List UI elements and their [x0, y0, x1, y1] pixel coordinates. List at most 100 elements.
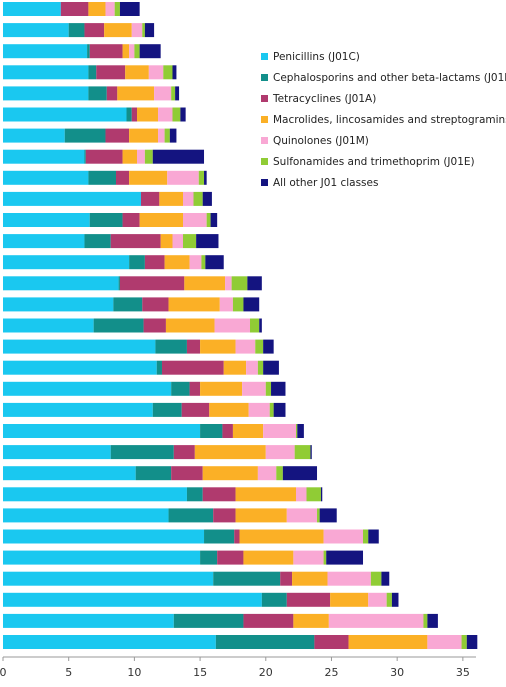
bar-segment-row-29-series-3	[286, 592, 331, 607]
bar-segment-row-5-series-5	[154, 86, 172, 101]
bar-segment-row-9-series-6	[198, 170, 205, 185]
bar-segment-row-25-series-6	[317, 508, 320, 523]
bar-segment-row-6-series-7	[180, 107, 186, 122]
bar-segment-row-17-series-3	[186, 339, 201, 354]
bar-segment-row-13-series-3	[144, 255, 165, 270]
bar-segment-row-16-series-3	[143, 318, 166, 333]
bar-segment-row-12-series-2	[84, 234, 111, 249]
bar-segment-row-11-series-2	[89, 213, 123, 227]
legend-label: Cephalosporins and other beta-lactams (J…	[273, 72, 506, 84]
bar-segment-row-15-series-2	[113, 297, 143, 312]
bar-segment-row-14-series-7	[247, 276, 262, 291]
bar-segment-row-22-series-1	[3, 445, 111, 460]
bar-segment-row-26-series-6	[363, 529, 369, 544]
bar-segment-row-14-series-4	[184, 276, 226, 291]
bar-segment-row-16-series-1	[3, 318, 94, 333]
bar-segment-row-24-series-7	[320, 487, 323, 502]
bar-segment-row-22-series-3	[173, 445, 195, 460]
bar-segment-row-28-series-6	[370, 571, 382, 586]
bar-segment-row-8-series-1	[3, 149, 85, 164]
bar-segment-row-21-series-5	[263, 424, 296, 438]
bar-segment-row-24-series-2	[186, 487, 203, 502]
bar-segment-row-20-series-5	[248, 402, 270, 417]
bar-segment-row-22-series-5	[265, 445, 295, 460]
bar-segment-row-21-series-2	[200, 424, 223, 438]
bar-segment-row-27-series-4	[243, 550, 294, 565]
x-tick-label: 0	[0, 666, 7, 679]
bar-segment-row-27-series-3	[217, 550, 244, 565]
bar-segment-row-8-series-5	[137, 149, 145, 164]
bar-segment-row-21-series-1	[3, 424, 201, 438]
bar-segment-row-25-series-5	[286, 508, 318, 523]
bar-segment-row-25-series-7	[319, 508, 337, 523]
bar-segment-row-17-series-5	[235, 339, 256, 354]
bar-segment-row-28-series-7	[381, 571, 390, 586]
bar-segment-row-19-series-3	[189, 381, 201, 396]
bar-segment-row-18-series-3	[161, 360, 224, 375]
bar-segment-row-20-series-3	[181, 402, 210, 417]
bar-segment-row-18-series-4	[223, 360, 247, 375]
bar-segment-row-8-series-2	[84, 149, 86, 164]
bar-segment-row-22-series-2	[110, 445, 174, 460]
bar-segment-row-15-series-4	[168, 297, 220, 312]
legend-swatch	[261, 116, 268, 123]
bar-segment-row-7-series-7	[169, 128, 177, 143]
bar-segment-row-29-series-2	[261, 592, 287, 607]
bar-segment-row-18-series-6	[257, 360, 264, 375]
bar-segment-row-9-series-1	[3, 170, 89, 185]
bar-segment-row-3-series-4	[122, 44, 130, 59]
bar-segment-row-17-series-7	[263, 339, 274, 354]
bar-segment-row-20-series-1	[3, 402, 153, 417]
bar-segment-row-18-series-5	[246, 360, 258, 375]
bar-segment-row-25-series-1	[3, 508, 169, 523]
legend-label: Macrolides, lincosamides and streptogram…	[273, 114, 506, 126]
bar-segment-row-29-series-5	[368, 592, 387, 607]
bar-segment-row-9-series-3	[115, 170, 130, 185]
bar-segment-row-3-series-1	[3, 44, 88, 59]
bar-segment-row-14-series-1	[3, 276, 119, 291]
bar-segment-row-1-series-7	[119, 2, 140, 16]
bar-segment-row-9-series-5	[167, 170, 199, 185]
bar-segment-row-28-series-2	[213, 571, 281, 586]
bar-segment-row-25-series-4	[235, 508, 287, 523]
bar-segment-row-2-series-7	[144, 23, 155, 38]
bar-segment-row-15-series-6	[232, 297, 244, 312]
bar-segment-row-7-series-2	[64, 128, 106, 143]
x-axis: 0 5 10 15 20 25 30 35	[0, 656, 476, 679]
bar-segment-row-14-series-2	[118, 276, 120, 291]
legend-swatch	[261, 137, 268, 144]
bar-segment-row-27-series-5	[293, 550, 324, 565]
bar-segment-row-16-series-7	[259, 318, 262, 333]
bar-segment-row-6-series-1	[3, 107, 127, 122]
bar-segment-row-27-series-1	[3, 550, 201, 565]
bar-segment-row-4-series-3	[96, 65, 126, 80]
bar-segment-row-11-series-1	[3, 213, 90, 227]
bar-segment-row-4-series-7	[172, 65, 177, 80]
bar-segment-row-17-series-1	[3, 339, 156, 354]
bar-segment-row-16-series-2	[93, 318, 144, 333]
bar-segment-row-8-series-6	[144, 149, 153, 164]
bar-segment-row-27-series-2	[200, 550, 218, 565]
bar-segment-row-30-series-3	[243, 613, 294, 628]
x-tick-label: 15	[193, 666, 207, 679]
bar-segment-row-21-series-6	[296, 424, 298, 438]
bar-segment-row-17-series-6	[255, 339, 264, 354]
bar-segment-row-22-series-4	[194, 445, 266, 460]
bar-segment-row-2-series-3	[84, 23, 105, 38]
bar-segment-row-31-series-3	[314, 635, 349, 649]
bar-segment-row-15-series-3	[142, 297, 169, 312]
bar-segment-row-10-series-1	[3, 191, 141, 206]
bar-segment-row-13-series-2	[129, 255, 145, 270]
legend-swatch	[261, 179, 268, 186]
bar-segment-row-13-series-7	[205, 255, 224, 270]
bar-segment-row-23-series-2	[135, 466, 172, 481]
bar-segment-row-14-series-3	[119, 276, 185, 291]
bar-segment-row-28-series-1	[3, 571, 214, 586]
bar-segment-row-5-series-2	[88, 86, 107, 101]
bar-segment-row-30-series-4	[293, 613, 329, 628]
bar-segment-row-15-series-5	[219, 297, 233, 312]
x-tick-label: 25	[324, 666, 338, 679]
bar-segment-row-16-series-6	[250, 318, 260, 333]
bar-segment-row-22-series-6	[294, 445, 311, 460]
bar-segment-row-31-series-7	[466, 635, 478, 649]
